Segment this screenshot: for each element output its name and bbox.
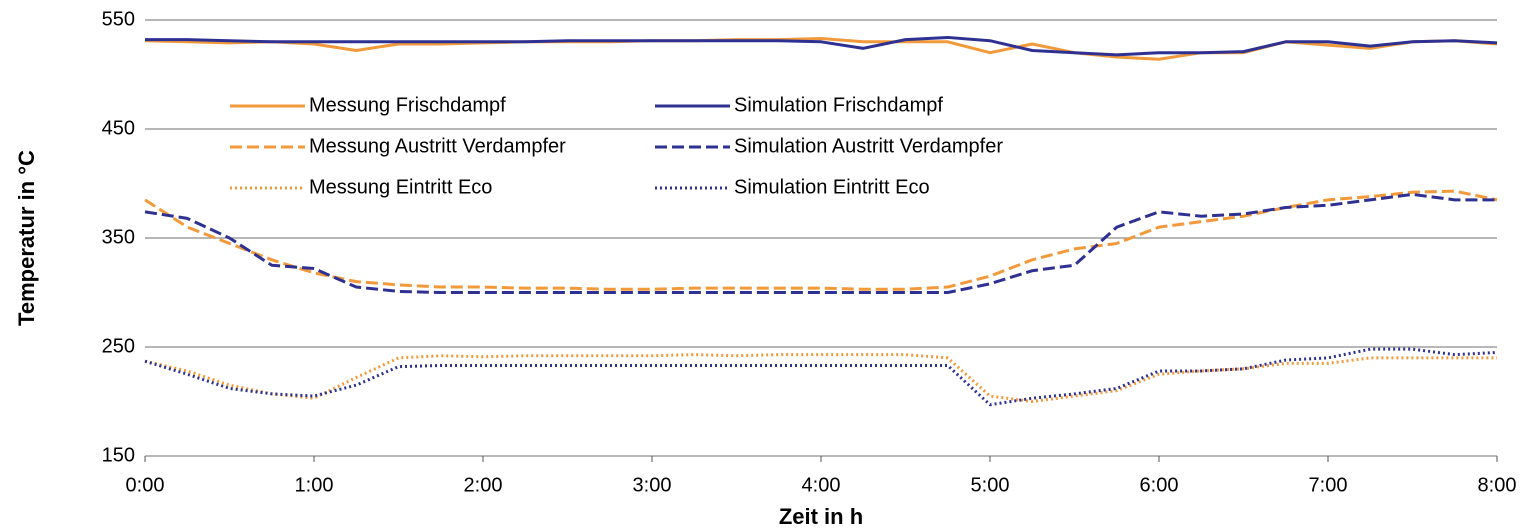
series-line xyxy=(144,353,1497,403)
y-tick-label: 550 xyxy=(102,8,135,30)
x-axis-title: Zeit in h xyxy=(779,504,863,529)
y-tick-label: 450 xyxy=(102,117,135,139)
series-line xyxy=(144,189,1498,291)
legend-label: Messung Eintritt Eco xyxy=(309,176,492,198)
series-line xyxy=(145,35,1498,57)
x-tick-label: 7:00 xyxy=(1309,474,1348,496)
x-tick-label: 4:00 xyxy=(802,474,841,496)
x-tick-label: 2:00 xyxy=(464,474,503,496)
y-axis-title: Temperatur in °C xyxy=(14,150,39,326)
x-tick-label: 1:00 xyxy=(295,474,334,496)
x-tick-label: 3:00 xyxy=(633,474,672,496)
series-line xyxy=(144,347,1498,407)
x-tick-label: 0:00 xyxy=(126,474,165,496)
y-tick-label: 250 xyxy=(102,335,135,357)
y-tick-label: 350 xyxy=(102,226,135,248)
legend-label: Simulation Austritt Verdampfer xyxy=(734,135,1003,157)
x-tick-label: 6:00 xyxy=(1140,474,1179,496)
y-tick-label: 150 xyxy=(102,444,135,466)
x-tick-label: 8:00 xyxy=(1478,474,1517,496)
legend-label: Simulation Frischdampf xyxy=(734,94,943,116)
legend-label: Messung Austritt Verdampfer xyxy=(309,135,566,157)
legend-label: Messung Frischdampf xyxy=(309,94,506,116)
series-line xyxy=(144,192,1497,294)
legend-label: Simulation Eintritt Eco xyxy=(734,176,930,198)
x-tick-label: 5:00 xyxy=(971,474,1010,496)
